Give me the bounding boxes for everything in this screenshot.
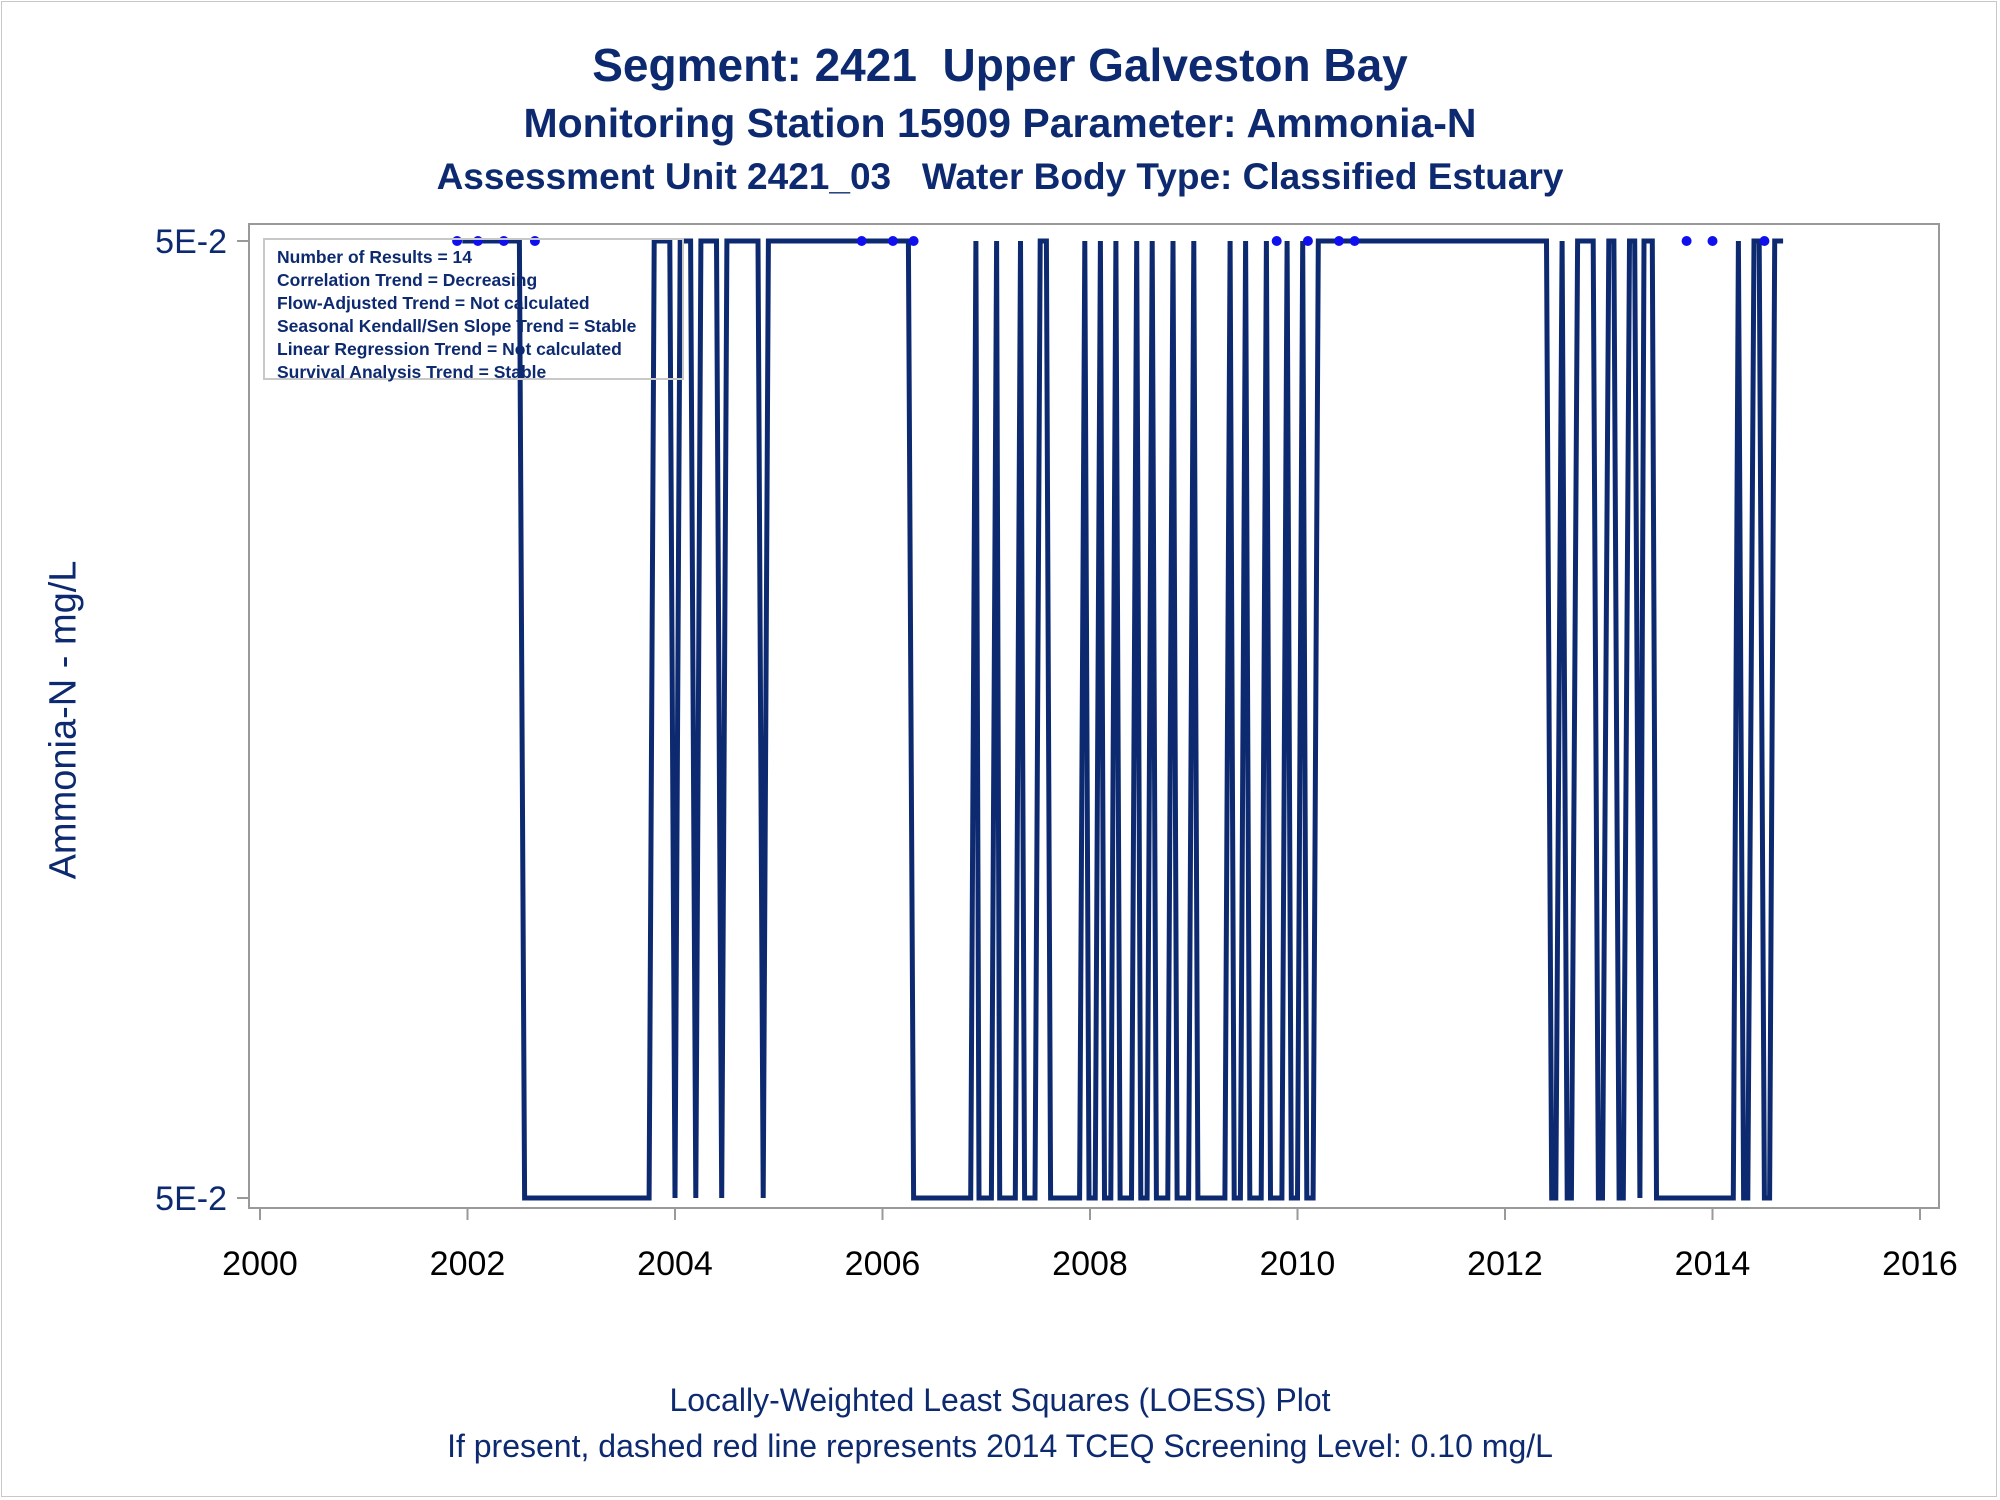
loess-polyline [462,238,1784,1201]
plot-area [248,223,1940,1209]
footnote-screening-level: If present, dashed red line represents 2… [447,1428,1553,1464]
stats-line-survival: Survival Analysis Trend = Stable [277,362,547,382]
chart-subtitle-station: Monitoring Station 15909 Parameter: Ammo… [523,100,1477,146]
chart-subtitle-assessment: Assessment Unit 2421_03 Water Body Type:… [436,156,1564,197]
y-tick-label: 5E-2 [155,1180,227,1218]
x-tick-label: 2016 [1882,1245,1958,1283]
stats-line-results: Number of Results = 14 [277,247,472,267]
data-point [1271,236,1282,246]
y-tick-label: 5E-2 [155,223,227,261]
axes: 2000 2002 2004 2006 2008 2010 2012 2014 2016 5E-2… [155,223,1958,1283]
data-point [1681,236,1692,246]
x-tick-label: 2000 [222,1245,298,1283]
data-point [856,236,867,246]
x-tick-label: 2014 [1675,1245,1751,1283]
data-point [1302,236,1313,246]
x-tick-label: 2004 [637,1245,713,1283]
stats-line-correlation: Correlation Trend = Decreasing [277,270,538,290]
data-point [1349,236,1360,246]
x-tick-label: 2010 [1260,1245,1336,1283]
stats-line-linear-regression: Linear Regression Trend = Not calculated [277,339,622,359]
trend-stats-box: Number of Results = 14 Correlation Trend… [263,238,684,382]
x-tick-label: 2006 [845,1245,921,1283]
data-point [1334,236,1344,246]
data-point [887,236,898,246]
data-point [908,236,919,246]
footnote-loess: Locally-Weighted Least Squares (LOESS) P… [669,1382,1331,1418]
data-point [1707,236,1718,246]
x-tick-label: 2012 [1467,1245,1543,1283]
loess-line [462,238,1784,1201]
data-point [1759,236,1770,246]
stats-line-flow-adjusted: Flow-Adjusted Trend = Not calculated [277,293,590,313]
x-tick-label: 2002 [430,1245,506,1283]
chart-title: Segment: 2421 Upper Galveston Bay [592,39,1408,91]
x-tick-label: 2008 [1052,1245,1128,1283]
stats-line-seasonal-kendall: Seasonal Kendall/Sen Slope Trend = Stabl… [277,316,637,336]
